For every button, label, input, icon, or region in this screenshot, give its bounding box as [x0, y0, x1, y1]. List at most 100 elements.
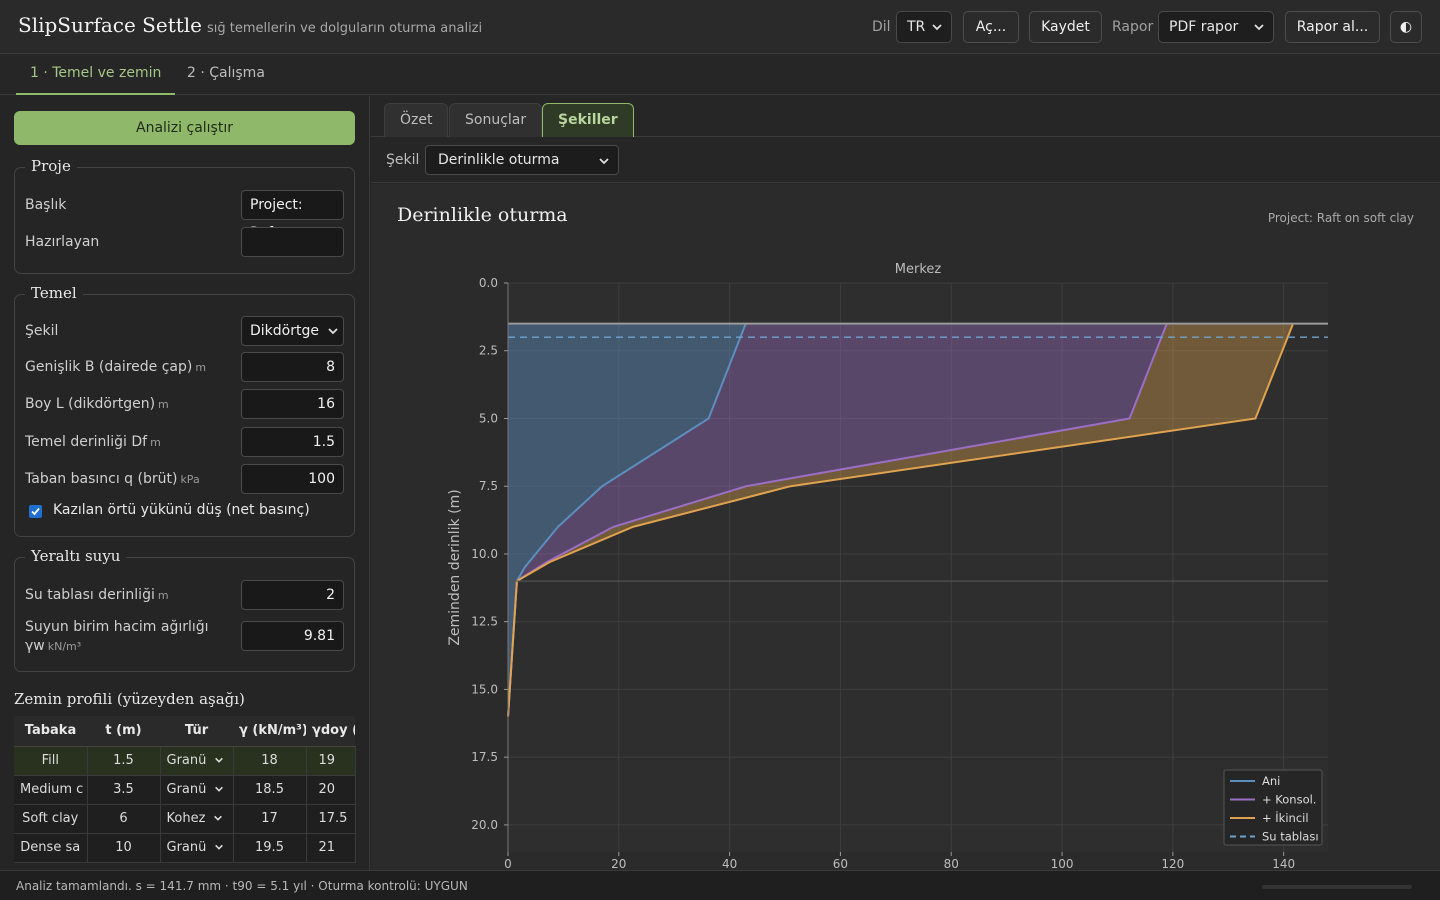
type-value: Granü: [166, 840, 207, 855]
chevron-down-icon: [215, 786, 224, 792]
language-label: Dil: [872, 19, 891, 35]
thickness-cell[interactable]: 10: [87, 833, 161, 863]
x-tick-label: 140: [1272, 857, 1295, 870]
net-pressure-checkbox[interactable]: [29, 505, 42, 518]
y-axis-label: Zeminden derinlik (m): [447, 489, 463, 645]
table-row[interactable]: Dense sa 10 Granü 19.5 21: [14, 833, 356, 863]
tab-figures[interactable]: Şekiller: [542, 103, 634, 137]
water-table-label-text: Su tablası derinliği: [25, 587, 155, 603]
area-ani: [508, 323, 746, 717]
sat-unit-weight-cell[interactable]: 20: [306, 775, 356, 805]
theme-toggle-button[interactable]: ◐: [1390, 11, 1422, 43]
figure-title: Derinlikle oturma: [397, 204, 568, 226]
groundwater-legend: Yeraltı suyu: [25, 547, 127, 565]
water-unit-weight-input[interactable]: 9.81: [241, 621, 344, 651]
type-select-cell[interactable]: Granü: [160, 775, 234, 805]
figure-project-label: Project: Raft on soft clay: [1267, 211, 1414, 225]
chevron-down-icon: [215, 757, 224, 763]
tab-summary[interactable]: Özet: [384, 103, 449, 137]
checkmark-icon: [31, 507, 40, 516]
app-title: SlipSurface Settle: [18, 13, 203, 37]
width-input[interactable]: 8: [241, 352, 344, 382]
shape-value: Dikdörtge: [250, 323, 319, 339]
layer-name-cell[interactable]: Soft clay: [14, 804, 88, 834]
table-row[interactable]: Fill 1.5 Granü 18 19: [14, 746, 356, 776]
x-tick-label: 60: [833, 857, 848, 870]
type-select-cell[interactable]: Kohez: [160, 804, 234, 834]
unit-weight-cell[interactable]: 17: [233, 804, 307, 834]
soil-profile-title: Zemin profili (yüzeyden aşağı): [14, 690, 245, 708]
thickness-cell[interactable]: 6: [87, 804, 161, 834]
water-table-input[interactable]: 2: [241, 580, 344, 610]
shape-select[interactable]: Dikdörtge: [241, 316, 344, 346]
y-tick-label: 17.5: [471, 750, 498, 764]
sat-unit-weight-cell[interactable]: 17.5: [306, 804, 356, 834]
shape-label: Şekil: [25, 323, 59, 339]
x-tick-label: 80: [944, 857, 959, 870]
run-analysis-button[interactable]: Analizi çalıştır: [14, 111, 355, 145]
open-button[interactable]: Aç...: [963, 11, 1019, 43]
report-label: Rapor: [1112, 19, 1154, 35]
water-unit-weight-label: Suyun birim hacim ağırlığı γw kN/m³: [25, 618, 225, 656]
chevron-down-icon: [599, 158, 609, 165]
unit-weight-cell[interactable]: 19.5: [233, 833, 307, 863]
unit-weight-cell[interactable]: 18.5: [233, 775, 307, 805]
top-bar: SlipSurface Settle sığ temellerin ve dol…: [0, 0, 1440, 54]
report-format-select[interactable]: PDF rapor: [1158, 11, 1274, 43]
save-button[interactable]: Kaydet: [1029, 11, 1102, 43]
sat-unit-weight-cell[interactable]: 19: [306, 746, 356, 776]
get-report-button[interactable]: Rapor al...: [1285, 11, 1380, 43]
thickness-cell[interactable]: 1.5: [87, 746, 161, 776]
figure-label: Şekil: [386, 152, 420, 168]
tab-step-foundation[interactable]: 1 · Temel ve zemin: [16, 55, 176, 95]
type-select-cell[interactable]: Granü: [160, 833, 234, 863]
y-tick-label: 2.5: [479, 344, 498, 358]
half-circle-icon: ◐: [1399, 19, 1413, 35]
layer-name-cell[interactable]: Dense sa: [14, 833, 88, 863]
col-header-type: Tür: [160, 716, 233, 747]
x-tick-label: 20: [611, 857, 626, 870]
unit-weight-cell[interactable]: 18: [233, 746, 307, 776]
chevron-down-icon: [214, 815, 223, 821]
report-format-value: PDF rapor: [1169, 19, 1239, 35]
water-unit-weight-text: Suyun birim hacim ağırlığı: [25, 619, 209, 635]
language-value: TR: [907, 19, 926, 35]
pressure-input[interactable]: 100: [241, 464, 344, 494]
water-table-label: Su tablası derinliği m: [25, 587, 169, 603]
tab-step-study[interactable]: 2 · Çalışma: [187, 65, 265, 81]
table-row[interactable]: Soft clay 6 Kohez 17 17.5: [14, 804, 356, 834]
app-subtitle: sığ temellerin ve dolguların oturma anal…: [207, 21, 483, 36]
length-input[interactable]: 16: [241, 389, 344, 419]
legend-entry: + İkincil: [1262, 810, 1309, 825]
results-panel: Özet Sonuçlar Şekiller Şekil Derinlikle …: [371, 96, 1440, 870]
chart-title: Merkez: [895, 262, 942, 277]
language-select[interactable]: TR: [896, 11, 952, 43]
table-header-row: Tabaka t (m) Tür γ (kN/m³) γdoy (k: [14, 716, 355, 747]
figure-select-value: Derinlikle oturma: [438, 152, 560, 168]
depth-input[interactable]: 1.5: [241, 427, 344, 457]
chevron-down-icon: [1254, 24, 1264, 31]
table-row[interactable]: Medium c 3.5 Granü 18.5 20: [14, 775, 356, 805]
status-text: Analiz tamamlandı. s = 141.7 mm · t90 = …: [16, 879, 468, 893]
y-tick-label: 10.0: [471, 547, 498, 561]
depth-unit: m: [150, 436, 161, 449]
col-header-thickness: t (m): [87, 716, 160, 747]
thickness-cell[interactable]: 3.5: [87, 775, 161, 805]
legend-entry: Ani: [1262, 774, 1280, 788]
figure-select[interactable]: Derinlikle oturma: [425, 145, 619, 175]
title-input[interactable]: Project: Raft: [241, 190, 344, 241]
author-input[interactable]: [241, 227, 344, 257]
figure-selector-row: Şekil Derinlikle oturma: [371, 138, 1440, 183]
sat-unit-weight-cell[interactable]: 21: [306, 833, 356, 863]
tab-results[interactable]: Sonuçlar: [449, 103, 543, 137]
x-tick-label: 0: [504, 857, 512, 870]
layer-name-cell[interactable]: Fill: [14, 746, 88, 776]
type-select-cell[interactable]: Granü: [160, 746, 234, 776]
x-tick-label: 120: [1161, 857, 1184, 870]
results-tabs: Özet Sonuçlar Şekiller: [371, 96, 1440, 137]
y-tick-label: 5.0: [479, 411, 498, 425]
layer-name-cell[interactable]: Medium c: [14, 775, 88, 805]
type-value: Granü: [166, 782, 207, 797]
depth-label-text: Temel derinliği Df: [25, 434, 148, 450]
pressure-label: Taban basıncı q (brüt) kPa: [25, 471, 200, 487]
